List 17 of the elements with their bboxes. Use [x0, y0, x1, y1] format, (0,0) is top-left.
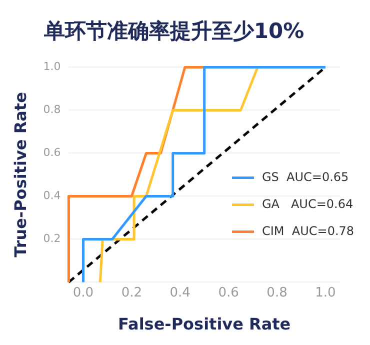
x-tick-label: 1.0: [315, 285, 336, 300]
y-tick-label: 1.0: [43, 60, 61, 74]
legend-label: CIM AUC=0.78: [262, 224, 354, 238]
legend-label: GS AUC=0.65: [262, 170, 349, 184]
x-tick-label: 0.8: [266, 285, 288, 300]
y-axis-title: True-Positive Rate: [10, 92, 30, 258]
y-tick-label: 0.6: [43, 146, 61, 160]
x-tick-label: 0.0: [72, 285, 94, 300]
y-tick-label: 0.4: [43, 189, 61, 202]
y-tick-label: 0.2: [43, 232, 61, 246]
chart-title: 单环节准确率提升至少10%: [42, 19, 304, 44]
x-tick-label: 0.4: [170, 285, 190, 300]
y-tick-label: 0.8: [43, 103, 61, 116]
x-tick-label: 0.6: [218, 285, 239, 300]
legend-label: GA AUC=0.64: [262, 196, 354, 211]
x-axis-title: False-Positive Rate: [118, 314, 291, 334]
x-tick-label: 0.2: [121, 285, 142, 300]
